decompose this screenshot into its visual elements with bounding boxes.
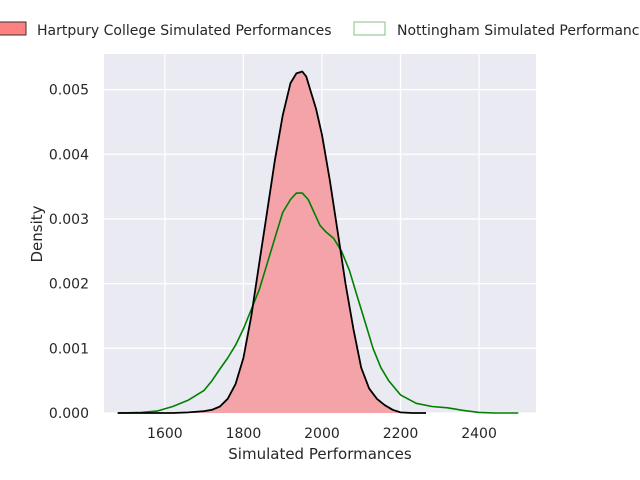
x-axis-ticks: 1600 1800 2000 2200 2400 (147, 426, 497, 442)
y-axis-ticks: 0.000 0.001 0.002 0.003 0.004 0.005 (49, 83, 89, 422)
y-tick-label: 0.004 (49, 147, 89, 163)
legend-label-hartpury: Hartpury College Simulated Performances (37, 23, 332, 39)
nottingham-density-line (117, 192, 519, 414)
x-tick-label: 2400 (461, 426, 497, 442)
x-axis-label: Simulated Performances (228, 445, 412, 463)
y-tick-label: 0.003 (49, 212, 89, 228)
x-tick-label: 1800 (226, 426, 262, 442)
y-axis-label: Density (28, 205, 46, 262)
legend-swatch-nottingham (353, 21, 386, 36)
x-tick-label: 2200 (383, 426, 419, 442)
series-layer (117, 70, 519, 414)
x-tick-label: 2000 (304, 426, 340, 442)
legend-label-nottingham: Nottingham Simulated Performances (397, 23, 640, 39)
y-tick-label: 0.000 (49, 406, 89, 422)
y-tick-label: 0.001 (49, 341, 89, 357)
hartpury-density-area (117, 71, 426, 413)
hartpury-density-line (117, 70, 426, 414)
legend: Hartpury College Simulated Performances … (0, 21, 640, 39)
y-tick-label: 0.002 (49, 277, 89, 293)
y-tick-label: 0.005 (49, 83, 89, 99)
legend-swatch-hartpury (0, 21, 27, 36)
x-tick-label: 1600 (147, 426, 183, 442)
